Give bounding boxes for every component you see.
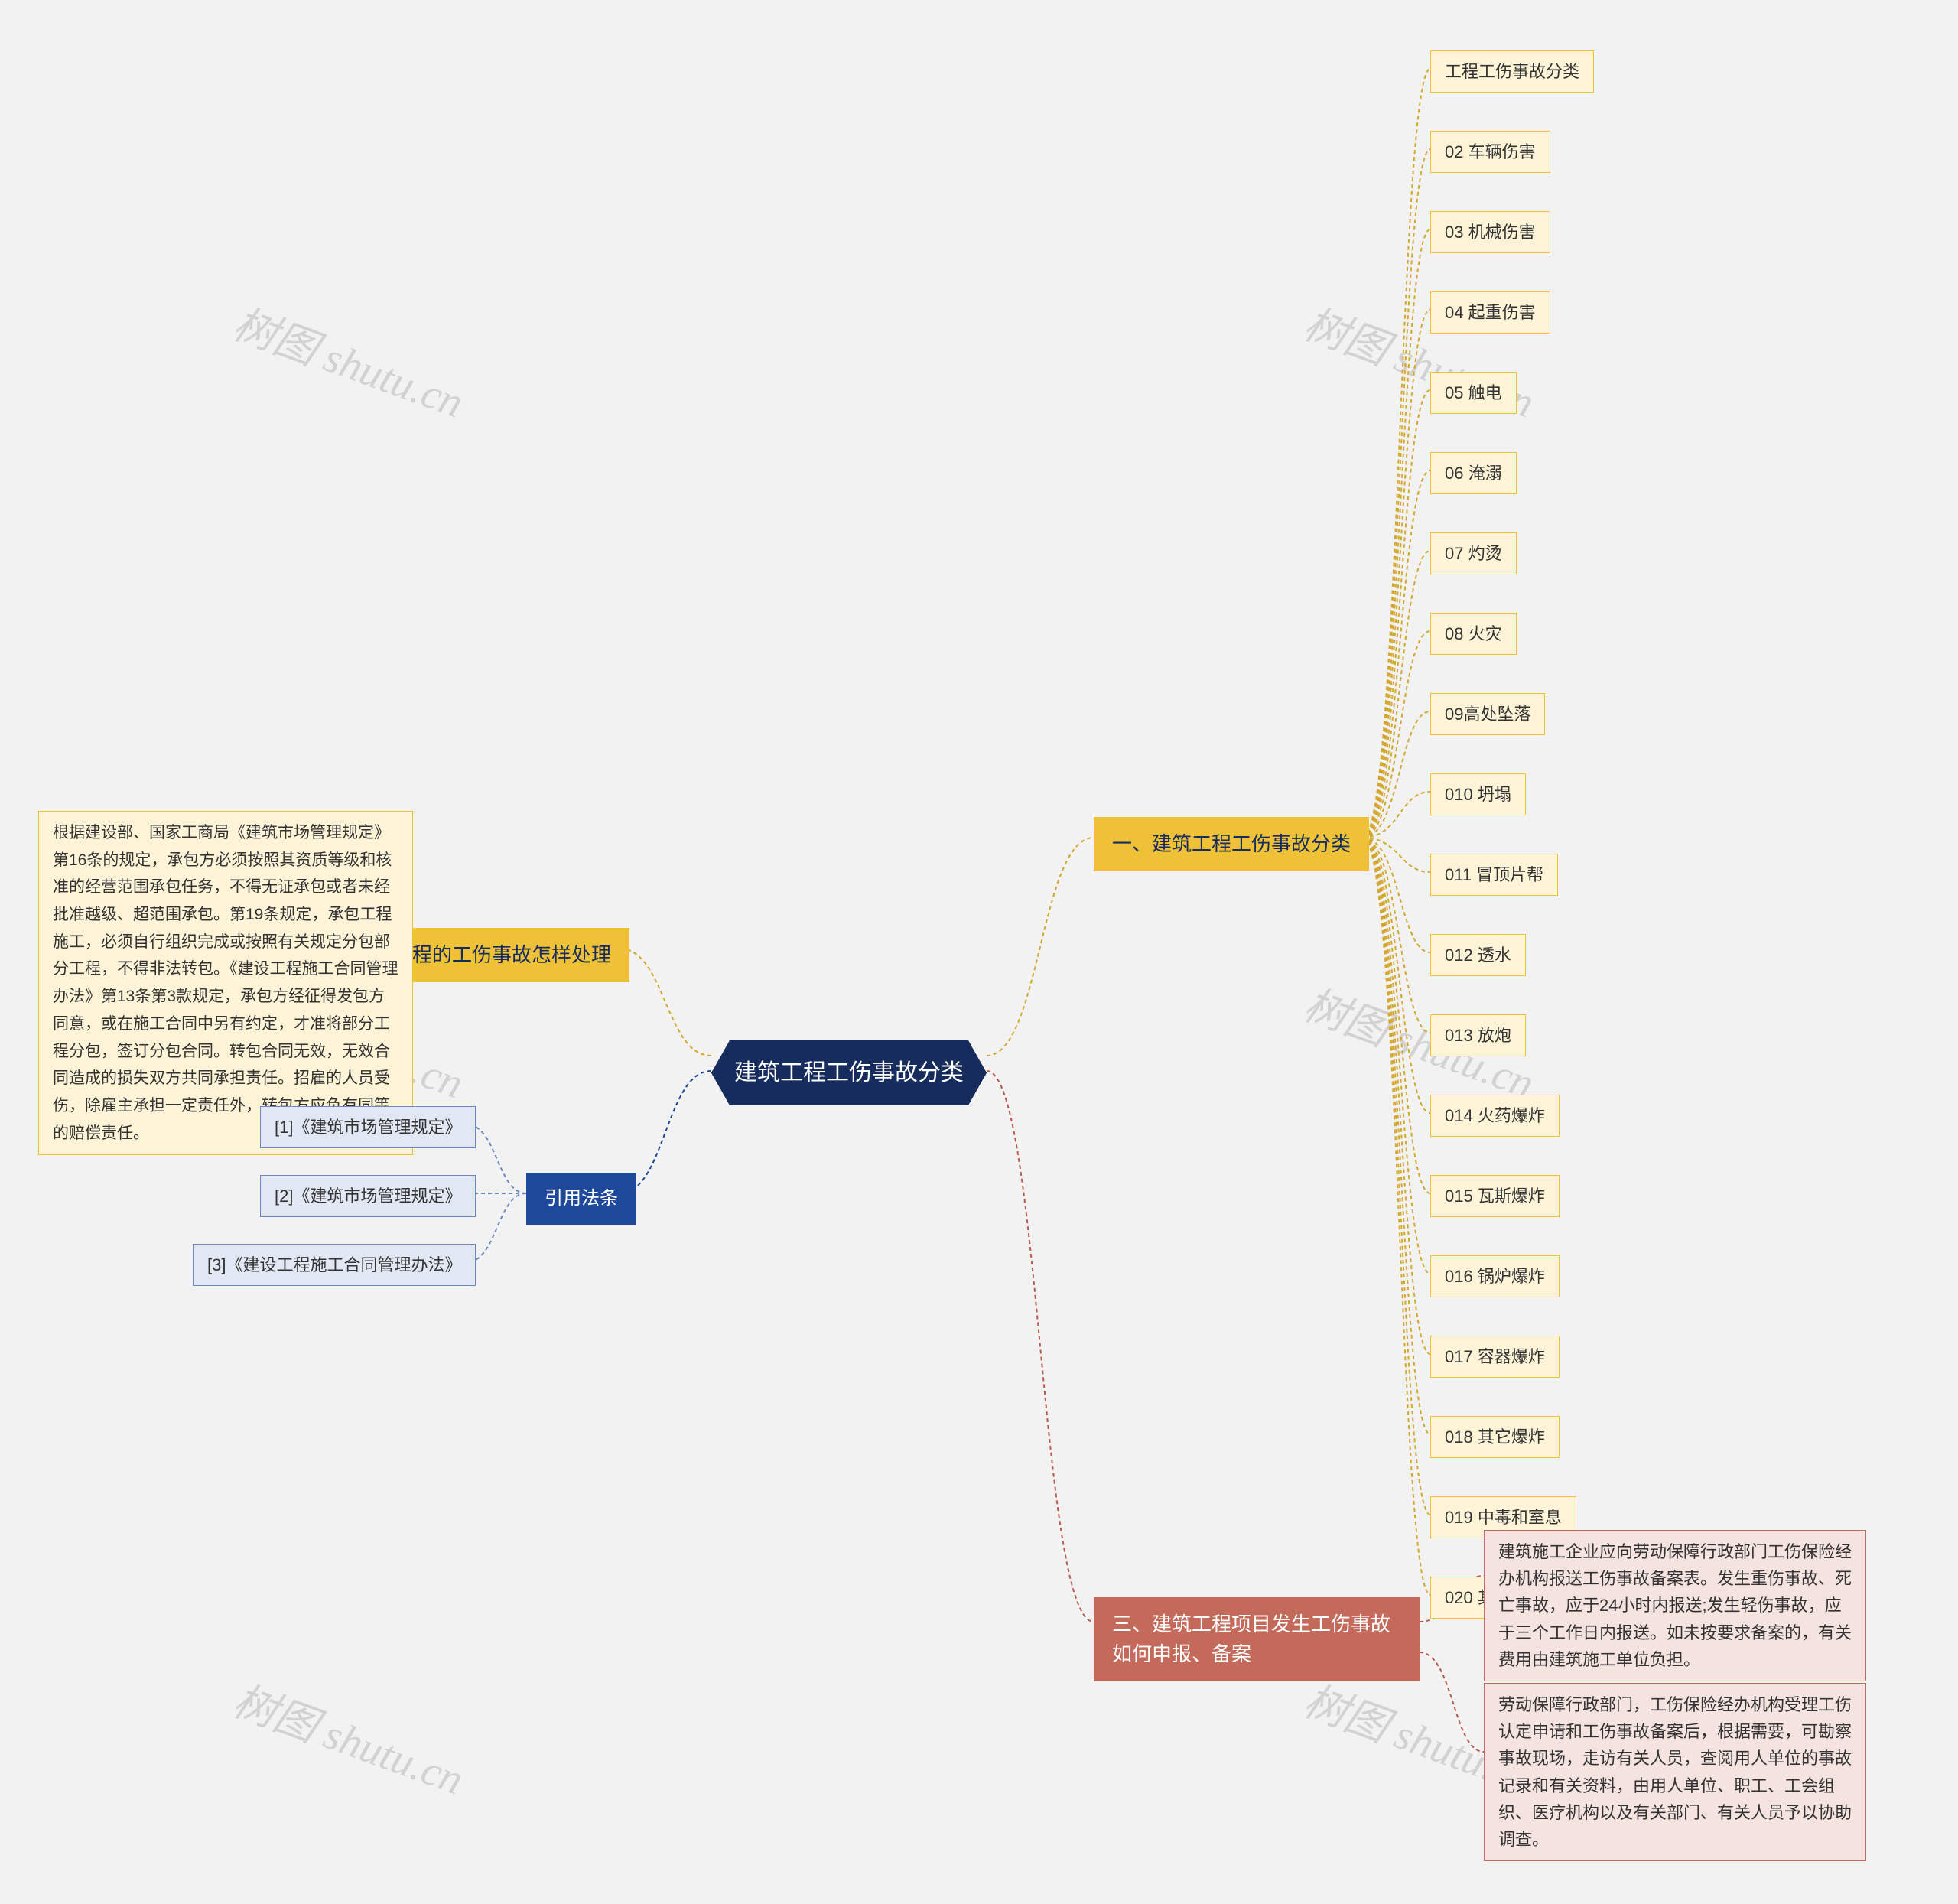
leaf-b1-10[interactable]: 011 冒顶片帮	[1430, 854, 1558, 896]
leaf-b1-11[interactable]: 012 透水	[1430, 934, 1526, 976]
leaf-text: 08 火灾	[1445, 624, 1502, 643]
leaf-b1-12[interactable]: 013 放炮	[1430, 1014, 1526, 1056]
leaf-b1-1[interactable]: 02 车辆伤害	[1430, 131, 1550, 173]
leaf-b1-5[interactable]: 06 淹溺	[1430, 452, 1517, 494]
leaf-text: 建筑施工企业应向劳动保障行政部门工伤保险经办机构报送工伤事故备案表。发生重伤事故…	[1498, 1542, 1852, 1669]
watermark: 树图 shutu.cn	[226, 290, 473, 431]
branch3-node[interactable]: 三、建筑工程项目发生工伤事故如何申报、备案	[1094, 1597, 1420, 1681]
leaf-b1-4[interactable]: 05 触电	[1430, 372, 1517, 414]
leaf-b1-15[interactable]: 016 锅炉爆炸	[1430, 1255, 1560, 1297]
leaf-text: 014 火药爆炸	[1445, 1106, 1545, 1125]
leaf-text: 017 容器爆炸	[1445, 1347, 1545, 1366]
leaf-text: 012 透水	[1445, 945, 1511, 965]
leaf-text: 018 其它爆炸	[1445, 1427, 1545, 1447]
leaf-b1-17[interactable]: 018 其它爆炸	[1430, 1416, 1560, 1458]
leaf-b1-9[interactable]: 010 坍塌	[1430, 773, 1526, 815]
leaf-text: [1]《建筑市场管理规定》	[275, 1118, 461, 1137]
leaf-b1-0[interactable]: 工程工伤事故分类	[1430, 50, 1594, 93]
branch1-label: 一、建筑工程工伤事故分类	[1112, 832, 1351, 855]
leaf-text: 工程工伤事故分类	[1445, 62, 1579, 81]
leaf-text: 015 瓦斯爆炸	[1445, 1186, 1545, 1206]
leaf-b1-6[interactable]: 07 灼烫	[1430, 532, 1517, 574]
root-label: 建筑工程工伤事故分类	[734, 1060, 964, 1085]
leaf-b2[interactable]: 根据建设部、国家工商局《建筑市场管理规定》第16条的规定，承包方必须按照其资质等…	[38, 811, 413, 1155]
leaf-b1-16[interactable]: 017 容器爆炸	[1430, 1336, 1560, 1378]
leaf-text: 016 锅炉爆炸	[1445, 1267, 1545, 1286]
branch3-label: 三、建筑工程项目发生工伤事故如何申报、备案	[1112, 1613, 1390, 1665]
leaf-text: [2]《建筑市场管理规定》	[275, 1186, 461, 1206]
leaf-b1-14[interactable]: 015 瓦斯爆炸	[1430, 1175, 1560, 1217]
leaf-text: 011 冒顶片帮	[1445, 865, 1543, 884]
leaf-text: 06 淹溺	[1445, 464, 1502, 483]
leaf-b3-1[interactable]: 劳动保障行政部门，工伤保险经办机构受理工伤认定申请和工伤事故备案后，根据需要，可…	[1484, 1683, 1866, 1861]
branch4-label: 引用法条	[545, 1188, 618, 1209]
leaf-b1-3[interactable]: 04 起重伤害	[1430, 291, 1550, 334]
leaf-text: 019 中毒和室息	[1445, 1508, 1562, 1527]
watermark: 树图 shutu.cn	[226, 1667, 473, 1808]
leaf-text: 劳动保障行政部门，工伤保险经办机构受理工伤认定申请和工伤事故备案后，根据需要，可…	[1498, 1695, 1852, 1849]
branch4-node[interactable]: 引用法条	[526, 1173, 636, 1225]
leaf-b4-0[interactable]: [1]《建筑市场管理规定》	[260, 1106, 476, 1148]
leaf-text: 013 放炮	[1445, 1026, 1511, 1045]
leaf-text: 09高处坠落	[1445, 705, 1530, 724]
leaf-text: 010 坍塌	[1445, 785, 1511, 804]
leaf-b1-2[interactable]: 03 机械伤害	[1430, 211, 1550, 253]
leaf-b3-0[interactable]: 建筑施工企业应向劳动保障行政部门工伤保险经办机构报送工伤事故备案表。发生重伤事故…	[1484, 1530, 1866, 1681]
leaf-text: 03 机械伤害	[1445, 223, 1536, 242]
leaf-b1-7[interactable]: 08 火灾	[1430, 613, 1517, 655]
leaf-text: 05 触电	[1445, 383, 1502, 402]
leaf-b4-1[interactable]: [2]《建筑市场管理规定》	[260, 1175, 476, 1217]
leaf-text: 07 灼烫	[1445, 544, 1502, 563]
leaf-b1-13[interactable]: 014 火药爆炸	[1430, 1095, 1560, 1137]
leaf-text: 02 车辆伤害	[1445, 142, 1536, 161]
leaf-text: 04 起重伤害	[1445, 303, 1536, 322]
leaf-text: 根据建设部、国家工商局《建筑市场管理规定》第16条的规定，承包方必须按照其资质等…	[53, 824, 398, 1142]
branch1-node[interactable]: 一、建筑工程工伤事故分类	[1094, 817, 1369, 871]
leaf-b1-8[interactable]: 09高处坠落	[1430, 693, 1545, 735]
leaf-b4-2[interactable]: [3]《建设工程施工合同管理办法》	[193, 1244, 476, 1286]
root-node[interactable]: 建筑工程工伤事故分类	[711, 1040, 987, 1105]
leaf-text: [3]《建设工程施工合同管理办法》	[207, 1255, 461, 1274]
